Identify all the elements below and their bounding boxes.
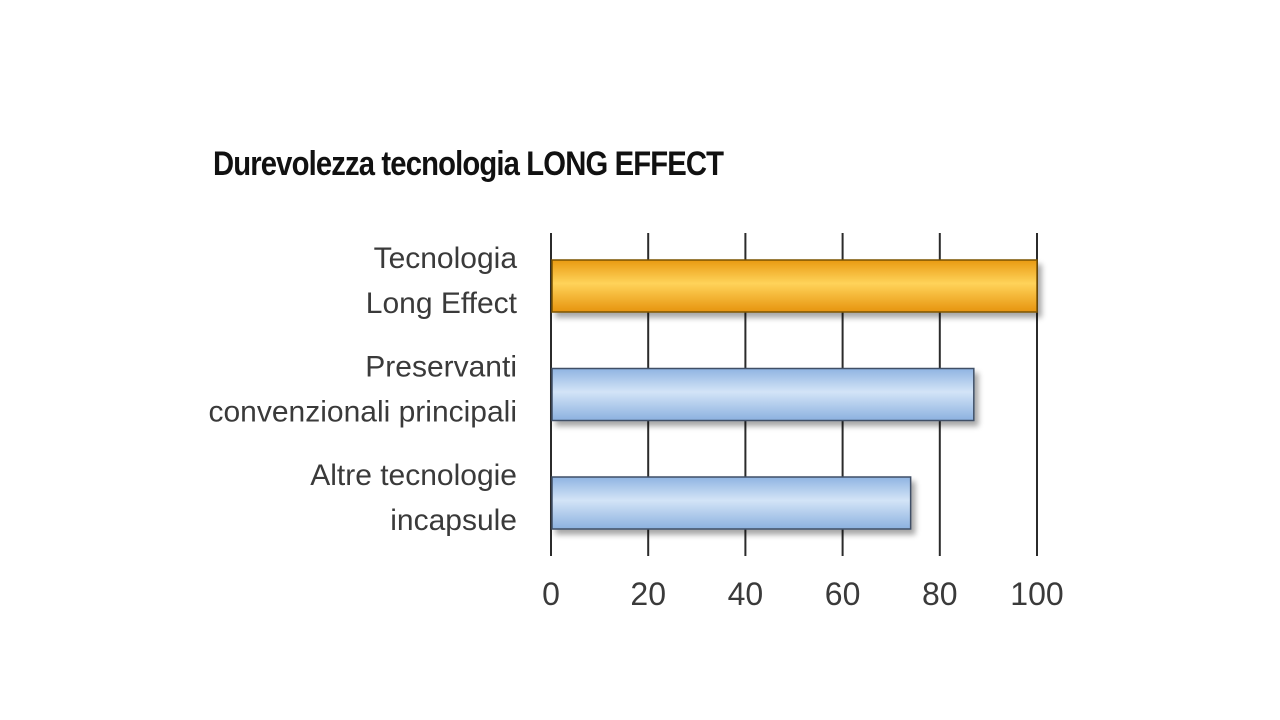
x-tick-label: 60 [825,576,861,612]
category-label: Altre tecnologie [310,459,517,492]
x-tick-label: 40 [728,576,764,612]
x-tick-label: 0 [542,576,560,612]
category-label: convenzionali principali [208,396,517,429]
category-label: Tecnologia [374,242,518,275]
category-label: Long Effect [366,287,518,320]
chart-title: Durevolezza tecnologia LONG EFFECT [213,145,724,183]
x-tick-label: 20 [630,576,666,612]
bar [551,367,975,422]
category-label: incapsule [390,504,517,537]
bar [551,259,1038,313]
x-tick-label: 80 [922,576,958,612]
bar [551,476,912,530]
category-label: Preservanti [365,351,517,384]
x-tick-label: 100 [1010,576,1063,612]
